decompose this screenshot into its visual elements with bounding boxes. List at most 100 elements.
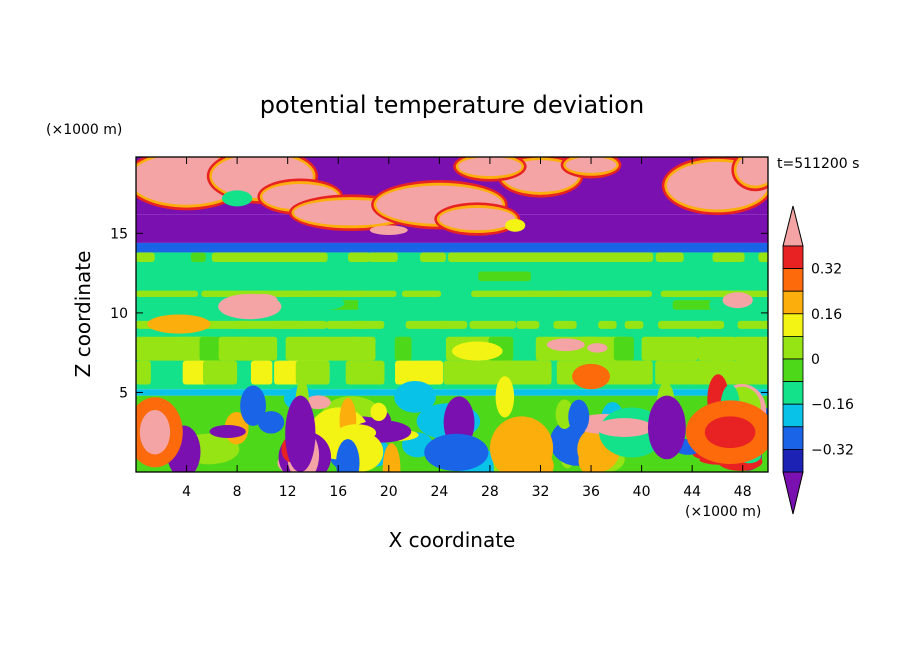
colorbar-box xyxy=(782,381,804,405)
mid-feature xyxy=(546,338,585,352)
mid-band-cell xyxy=(612,360,653,385)
colorbar: 0.32 0.16 0 −0.16 −0.32 xyxy=(782,205,854,515)
upper-positive-cloud xyxy=(565,157,617,173)
mid-band-cell xyxy=(136,290,189,297)
chart-title: potential temperature deviation xyxy=(260,91,644,119)
mid-band-cell xyxy=(420,252,446,262)
lower-eddy xyxy=(394,380,436,413)
mid-band-cell xyxy=(285,336,328,361)
mid-band-cell xyxy=(478,271,531,282)
lower-cold-region xyxy=(647,395,686,460)
x-tick-label: 20 xyxy=(380,484,398,500)
mid-band-cell xyxy=(202,360,238,385)
x-axis-label: X coordinate xyxy=(389,528,516,552)
x-tick-label: 36 xyxy=(582,484,600,500)
mid-band-cell xyxy=(471,290,540,297)
colorbar-tick-label: −0.16 xyxy=(811,397,854,413)
x-tick-label: 40 xyxy=(633,484,651,500)
layer-upper-neg xyxy=(136,242,768,253)
mid-band-cell xyxy=(295,360,330,385)
lower-eddy xyxy=(370,402,387,422)
mid-band-cell xyxy=(182,271,204,282)
colorbar-tick-label: −0.32 xyxy=(811,442,854,458)
colorbar-box xyxy=(782,313,804,337)
mid-band-cell xyxy=(348,252,371,262)
mid-band-cell xyxy=(553,290,619,297)
mid-band-cell xyxy=(734,336,768,361)
mid-band-cell xyxy=(395,360,444,385)
mid-band-cell xyxy=(613,336,634,361)
lower-eddy xyxy=(595,418,653,438)
lower-eddy xyxy=(209,425,246,439)
colorbar-triangle-min xyxy=(782,471,804,515)
lower-warm-region xyxy=(489,416,554,472)
mid-band-cell xyxy=(190,252,206,262)
plot-frame xyxy=(135,156,769,473)
mid-band-cell xyxy=(697,336,737,361)
mid-feature xyxy=(452,341,503,361)
lower-warm-region xyxy=(704,416,756,449)
lower-warm-region xyxy=(139,409,171,455)
mid-band-cell xyxy=(614,252,635,262)
mid-band-cell xyxy=(136,271,187,282)
x-unit-label: (×1000 m) xyxy=(685,504,761,520)
mid-band-cell xyxy=(658,320,725,329)
colorbar-tick-label: 0.32 xyxy=(811,262,842,278)
mid-band-cell xyxy=(754,290,768,297)
mid-band-cell xyxy=(469,320,517,329)
x-tick-label: 4 xyxy=(182,484,191,500)
lower-eddy xyxy=(578,445,607,472)
mid-band-cell xyxy=(320,336,359,361)
mid-band-cell xyxy=(355,290,397,297)
x-tick-label: 48 xyxy=(734,484,752,500)
y-axis-label: Z coordinate xyxy=(71,251,95,378)
mid-band-cell xyxy=(367,271,417,282)
mid-band-cell xyxy=(709,320,724,329)
mid-feature xyxy=(587,343,608,353)
mid-band-cell xyxy=(579,271,606,282)
y-tick-label: 10 xyxy=(110,306,128,322)
mid-band-cell xyxy=(349,336,376,361)
mid-feature xyxy=(306,297,345,310)
upper-positive-cloud xyxy=(736,157,768,186)
time-label: t=511200 s xyxy=(777,156,859,172)
upper-feature xyxy=(369,225,408,235)
x-tick-label: 32 xyxy=(532,484,550,500)
mid-band-cell xyxy=(136,252,155,262)
colorbar-box xyxy=(782,358,804,383)
mid-band-cell xyxy=(516,320,540,329)
x-tick-label: 28 xyxy=(481,484,499,500)
lower-eddy xyxy=(305,395,331,410)
colorbar-box xyxy=(782,403,804,428)
lower-cold-region xyxy=(285,395,316,472)
mid-band-cell xyxy=(368,252,398,262)
mid-band-cell xyxy=(136,300,149,310)
mid-band-cell xyxy=(345,360,385,385)
y-tick-label: 5 xyxy=(119,385,128,401)
x-axis: 4 8 12 16 20 24 28 32 36 40 44 48 xyxy=(182,157,752,500)
mid-band-cell xyxy=(553,320,577,329)
mid-band-cell xyxy=(436,320,468,329)
mid-band-cell xyxy=(644,271,680,282)
mid-band-cell xyxy=(732,360,768,385)
colorbar-tick-label: 0.16 xyxy=(811,307,842,323)
upper-positive-cloud xyxy=(458,157,522,177)
colorbar-box xyxy=(782,426,804,450)
lower-eddy xyxy=(336,439,360,472)
mid-band-cell xyxy=(624,320,644,329)
upper-feature xyxy=(221,190,253,207)
colorbar-box xyxy=(782,290,804,315)
mid-band-cell xyxy=(758,252,768,262)
mid-band-cell xyxy=(352,320,366,329)
upper-positive-cloud xyxy=(439,207,516,231)
mid-band-cell xyxy=(394,336,412,361)
mid-band-cell xyxy=(672,300,719,310)
lower-eddy xyxy=(424,433,489,472)
mid-band-cell xyxy=(238,336,278,361)
mid-band-cell xyxy=(504,360,552,385)
x-tick-label: 12 xyxy=(279,484,297,500)
lower-eddy xyxy=(495,376,515,418)
mid-band-cell xyxy=(598,320,617,329)
mid-band-cell xyxy=(733,271,750,282)
